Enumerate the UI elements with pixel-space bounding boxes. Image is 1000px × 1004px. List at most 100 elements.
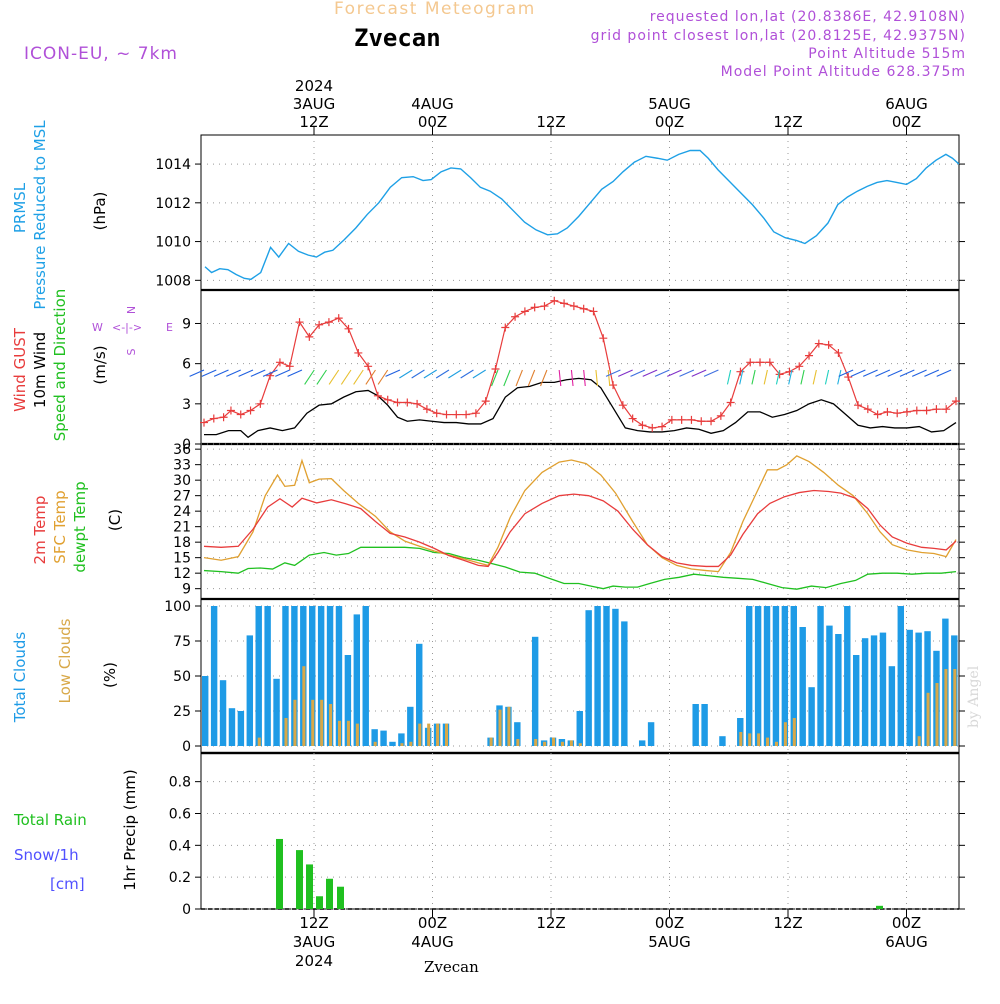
wind-speed-line	[204, 377, 957, 439]
total-cloud-bar	[799, 627, 806, 746]
total-cloud-bar	[790, 606, 797, 746]
y-tick-label: 12	[173, 566, 191, 582]
gust-marker	[432, 409, 441, 418]
gust-marker	[383, 395, 392, 404]
wind-direction-arrow	[226, 369, 241, 377]
time-label-top-hour: 00Z	[655, 113, 684, 131]
gust-marker	[893, 409, 902, 418]
total-cloud-bar	[603, 606, 610, 746]
gust-marker	[540, 302, 549, 311]
y-tick-label: 1014	[155, 157, 191, 173]
wind-direction-arrow	[595, 369, 599, 387]
time-label-bottom-date: 5AUG	[648, 933, 690, 951]
total-cloud-bar	[219, 680, 227, 746]
wind-direction-arrow	[353, 369, 364, 385]
wind-direction-arrow	[936, 369, 952, 377]
wind-direction-arrow	[605, 369, 621, 377]
wind-direction-arrow	[189, 369, 205, 377]
wind-direction-arrow	[213, 369, 229, 377]
wind-direction-arrow	[540, 369, 548, 387]
gust-marker	[922, 406, 931, 415]
time-label-top-hour: 12Z	[536, 113, 565, 131]
rain-bar	[326, 878, 333, 909]
gust-marker	[677, 415, 686, 424]
gust-marker	[334, 314, 343, 323]
time-label-bottom-date: 6AUG	[885, 933, 927, 951]
time-label-top-hour: 12Z	[299, 113, 328, 131]
time-label-bottom-year: 2024	[295, 952, 333, 970]
gust-marker	[256, 399, 265, 408]
tsfc-label: SFC Temp	[51, 490, 69, 563]
total-cloud-bar	[228, 708, 236, 746]
wind-direction-arrow	[250, 369, 266, 377]
total-cloud-bar	[852, 655, 860, 746]
compass-s: S	[125, 348, 138, 355]
wind-direction-arrow	[679, 369, 695, 377]
low-cloud-bar	[543, 741, 547, 746]
total-cloud-bar	[924, 631, 931, 746]
gust-marker	[579, 304, 588, 313]
wind-direction-arrow	[775, 369, 781, 385]
cloud-unit: (%)	[101, 662, 119, 688]
watermark: by Angel	[966, 665, 982, 728]
y-tick-label: 1010	[155, 235, 191, 251]
wind-direction-arrow	[365, 369, 376, 385]
gust-marker	[550, 296, 559, 305]
time-label-top-date: 3AUG	[293, 95, 335, 113]
rain-bar	[306, 864, 313, 909]
gust-marker	[599, 334, 608, 343]
total-cloud-bar	[781, 606, 789, 746]
gust-marker	[903, 407, 912, 416]
low-cloud-bar	[346, 720, 350, 746]
y-tick-label: 0.2	[169, 870, 191, 886]
gust-label: Wind GUST	[11, 327, 29, 412]
y-tick-label: 1008	[155, 273, 191, 289]
total-rain-label: Total Rain	[13, 811, 87, 829]
total-cloud-bar	[808, 687, 815, 746]
total-cloud-bar	[692, 704, 699, 746]
low-cloud-bar	[792, 718, 796, 746]
gust-marker	[716, 411, 725, 420]
wind-direction-arrow	[862, 369, 878, 377]
gust-marker	[628, 414, 637, 423]
gust-marker	[942, 405, 951, 414]
total-cloud-bar	[763, 606, 771, 746]
gust-marker	[354, 348, 363, 357]
time-label-top-hour: 12Z	[773, 113, 802, 131]
gust-marker	[952, 397, 960, 406]
y-tick-label: 0.8	[169, 775, 191, 791]
y-tick-label: 27	[173, 489, 191, 505]
total-cloud-bar	[888, 666, 896, 746]
low-cloud-bar	[257, 737, 261, 746]
total-cloud-bar	[861, 638, 869, 746]
model-altitude: Model Point Altitude 628.375m	[720, 64, 966, 80]
time-label-top-hour: 00Z	[418, 113, 447, 131]
time-label-top-date: 5AUG	[648, 95, 690, 113]
low-cloud-bar	[783, 722, 787, 746]
total-cloud-bar	[897, 606, 904, 746]
gust-marker	[462, 410, 471, 419]
total-cloud-bar	[638, 740, 646, 746]
wind-direction-arrow	[630, 369, 646, 377]
wind-direction-arrow	[726, 369, 732, 385]
total-cloud-bar	[335, 606, 343, 746]
gust-marker	[667, 415, 676, 424]
total-cloud-bar	[514, 722, 521, 746]
wind-direction-arrow	[739, 369, 744, 385]
low-cloud-bar	[311, 699, 315, 746]
low-cloud-bar	[373, 741, 377, 746]
gust-marker	[530, 303, 539, 312]
wind-direction-arrow	[618, 369, 633, 377]
snow-unit: [cm]	[50, 875, 85, 893]
gust-marker	[697, 417, 706, 426]
gust-marker	[560, 299, 569, 308]
total-cloud-bar	[407, 706, 414, 746]
snow-label: Snow/1h	[14, 846, 79, 864]
y-tick-label: 75	[173, 634, 191, 650]
low-cloud-bar	[284, 718, 288, 746]
gust-marker	[219, 413, 228, 422]
y-tick-label: 0	[182, 437, 191, 453]
chart-title: Forecast Meteogram	[334, 0, 536, 19]
y-tick-label: 33	[173, 458, 191, 474]
low-cloud-bar	[409, 741, 413, 746]
